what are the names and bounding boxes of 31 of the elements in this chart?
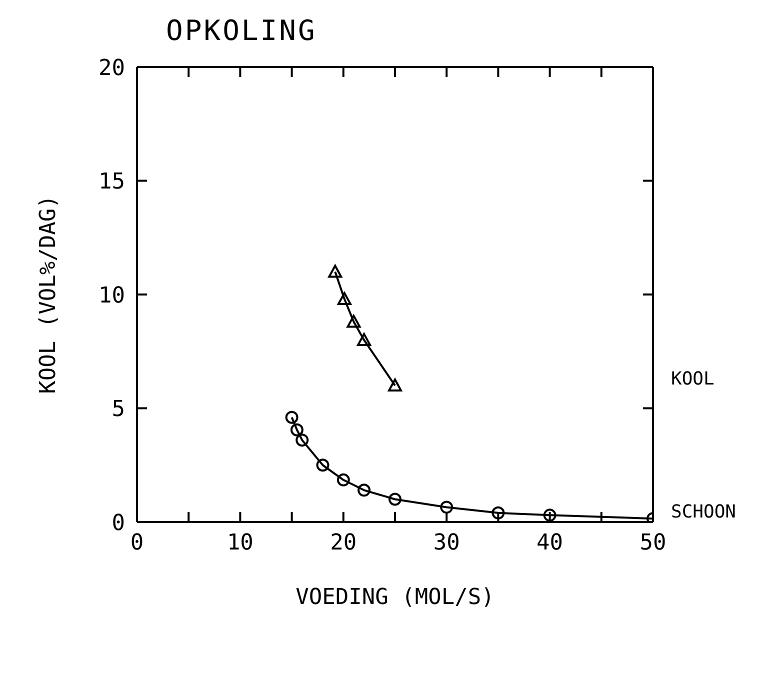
point	[296, 434, 309, 447]
y-tick-label: 20	[98, 56, 125, 81]
chart-title: OPKOLING	[166, 14, 317, 47]
point	[337, 292, 352, 306]
point	[388, 492, 402, 506]
point	[358, 484, 371, 497]
text: KOOL	[671, 368, 715, 390]
point	[346, 314, 361, 328]
x-tick-label: 50	[640, 530, 666, 556]
point	[492, 506, 505, 520]
point	[285, 410, 298, 424]
y-tick-label: 5	[112, 397, 125, 422]
y-tick-label: 10	[98, 283, 125, 308]
point	[357, 333, 372, 346]
point	[388, 378, 402, 392]
x-tick-label: 20	[330, 530, 357, 556]
point	[543, 508, 556, 522]
y-tick-label: 15	[98, 170, 125, 195]
x-tick-label: 0	[130, 530, 144, 556]
point	[440, 500, 454, 514]
x-axis-title: VOEDING (MOL/S)	[296, 585, 494, 610]
y-tick-label: 0	[112, 510, 125, 536]
x-tick-label: 40	[536, 530, 564, 556]
x-tick-label: 10	[226, 530, 254, 556]
point	[336, 473, 350, 486]
point	[328, 264, 342, 278]
series-label: SCHOON	[671, 502, 736, 523]
point	[290, 423, 304, 436]
x-tick-label: 30	[433, 530, 460, 556]
point	[316, 458, 330, 472]
y-axis-title: KOOL (VOL%/DAG)	[36, 195, 61, 394]
